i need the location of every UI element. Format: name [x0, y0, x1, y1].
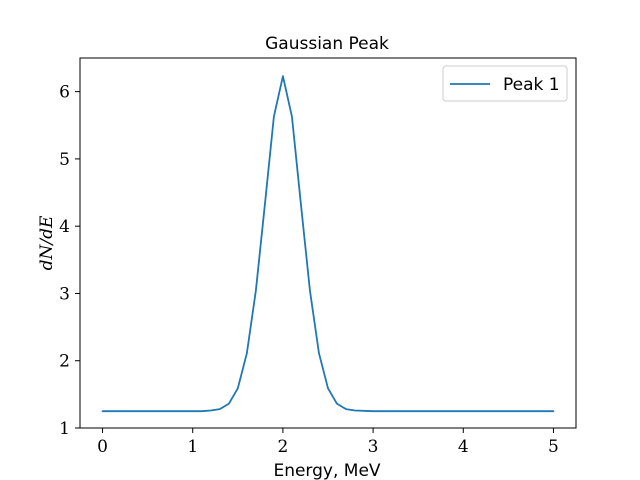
x-tick-label: 3	[368, 437, 379, 457]
x-axis-label: Energy, MeV	[273, 461, 380, 480]
x-tick-label: 2	[277, 437, 288, 457]
x-tick-label: 0	[97, 437, 108, 457]
series-line-peak-1	[101, 75, 555, 413]
y-tick-label: 6	[59, 83, 70, 103]
x-tick-label: 5	[548, 437, 559, 457]
y-tick-label: 5	[59, 150, 70, 170]
y-tick-label: 2	[59, 352, 70, 372]
x-tick-label: 4	[458, 437, 469, 457]
x-tick-label: 1	[187, 437, 198, 457]
y-tick-label: 1	[59, 419, 70, 439]
y-axis-label: dN/dE	[37, 215, 57, 270]
legend-frame	[442, 65, 568, 102]
y-tick-label: 3	[59, 284, 70, 304]
y-tick-label: 4	[59, 217, 70, 237]
legend: Peak 1	[442, 65, 568, 102]
axis-ticks: 0 1 2 3 4 5 1 2 3 4 5 6	[59, 83, 559, 457]
plot-area-frame	[79, 57, 577, 429]
chart-title: Gaussian Peak	[265, 34, 389, 54]
legend-label-peak-1: Peak 1	[503, 75, 560, 95]
